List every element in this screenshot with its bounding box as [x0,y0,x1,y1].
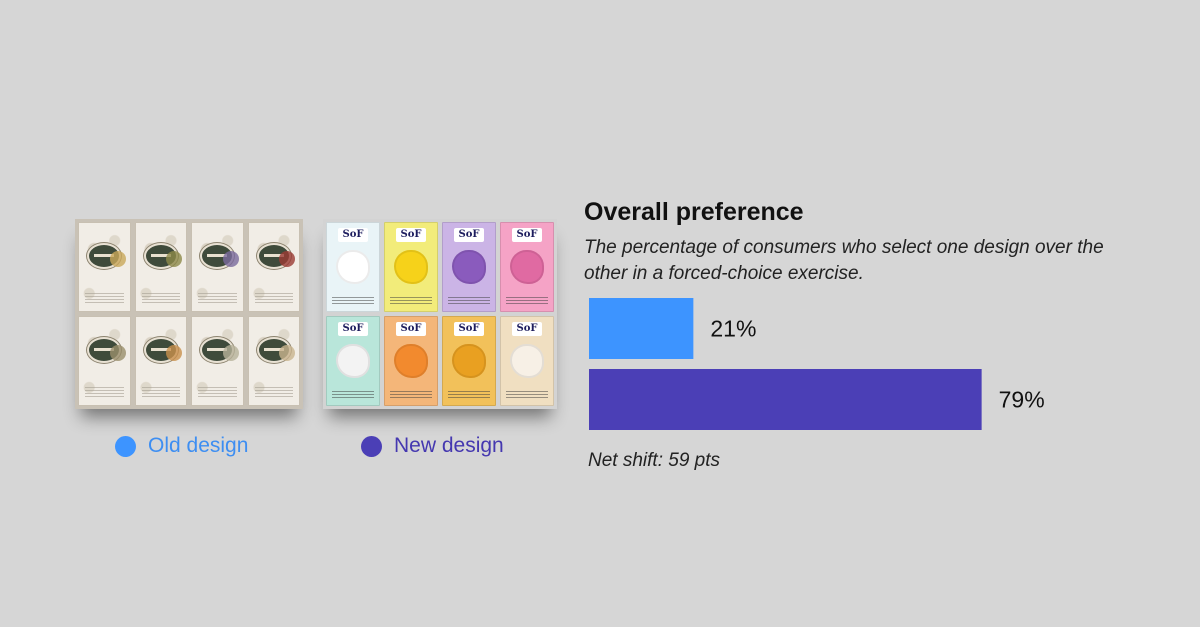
old-soap-box [191,316,244,406]
flower-icon [109,345,126,362]
new-soap-box: SoF [442,316,496,406]
new-design-image: SoF SoF SoF SoF SoF SoF SoF SoF [323,219,557,409]
palm-icon [222,345,239,362]
old-soap-box [247,316,300,406]
sof-brand-tag: SoF [454,228,484,242]
new-soap-box: SoF [500,316,554,406]
bar-value-label: 21% [710,316,756,342]
sof-brand-tag: SoF [396,322,426,336]
flower-icon [394,250,428,284]
bar-value-label: 79% [999,387,1045,413]
sof-brand-tag: SoF [512,228,542,242]
flower-icon [394,344,428,378]
sof-brand-tag: SoF [454,322,484,336]
sof-brand-tag: SoF [338,228,368,242]
chart-subtitle: The percentage of consumers who select o… [584,237,1104,284]
new-soap-box: SoF [326,316,380,406]
sof-brand-tag: SoF [512,322,542,336]
lavender-icon [222,251,239,268]
old-design-image [75,219,303,409]
new-soap-box: SoF [384,222,438,312]
flower-icon [336,344,370,378]
old-soap-box [78,316,131,406]
preference-bar-chart: 21% 79% [589,298,1045,430]
orange-blossom-icon [166,345,182,362]
flower-icon [452,344,486,378]
old-design-dot-icon [115,435,136,457]
flower-icon [336,250,370,284]
new-soap-box: SoF [326,222,380,312]
flower-icon [452,250,486,284]
new-design-dot-icon [361,435,382,457]
net-shift-note: Net shift: 59 pts [588,450,721,471]
rose-icon [279,251,295,268]
legend-old-design: Old design [115,434,248,458]
legend-old-label: Old design [148,434,249,457]
flower-icon [109,251,126,268]
sof-brand-tag: SoF [396,228,426,242]
sof-brand-tag: SoF [338,322,368,336]
new-soap-box: SoF [500,222,554,312]
bar-old-design [589,298,694,359]
legend-new-label: New design [394,434,504,457]
legend-new-design: New design [361,434,504,458]
new-soap-box: SoF [384,316,438,406]
new-soap-box: SoF [442,222,496,312]
old-soap-box [191,222,244,312]
flower-icon [510,344,544,378]
flower-icon [510,250,544,284]
old-soap-box [134,316,187,406]
old-soap-box [247,222,300,312]
almond-icon [279,345,295,362]
chart-title: Overall preference [584,198,804,226]
old-soap-box [134,222,187,312]
leaf-icon [166,251,182,268]
south-of-france-logo-icon [143,243,178,270]
old-soap-box [78,222,131,312]
bar-new-design [589,369,982,430]
